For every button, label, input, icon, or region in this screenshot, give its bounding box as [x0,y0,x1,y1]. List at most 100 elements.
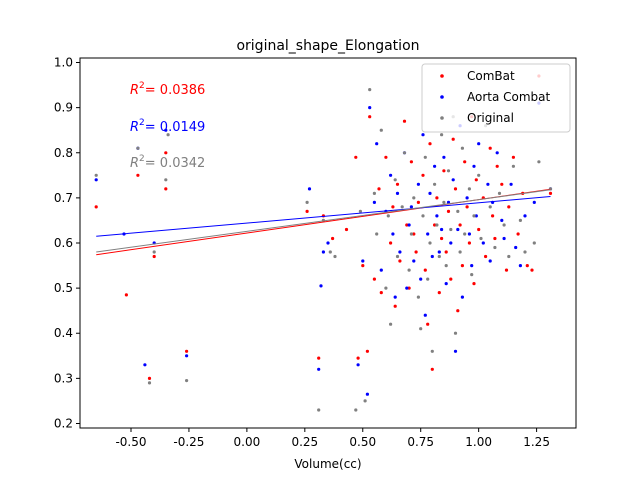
data-point [416,295,420,299]
data-point [377,187,381,191]
data-point [507,205,511,209]
data-point [94,205,98,209]
data-point [372,191,376,195]
data-point [451,137,455,141]
data-point [477,142,481,146]
data-point [407,268,411,272]
data-point [372,200,376,204]
data-point [393,295,397,299]
data-point [449,277,453,281]
data-point [532,200,536,204]
data-point [502,236,506,241]
plot-area [94,74,553,412]
data-point [484,254,488,259]
data-point [375,142,379,146]
chart-title: original_shape_Elongation [236,38,419,54]
regression-line-2 [96,189,551,253]
x-tick-label: -0.25 [173,435,204,449]
data-point [474,214,478,218]
data-point [444,282,448,286]
data-point [326,241,330,245]
data-point [456,309,460,313]
data-point [465,205,469,209]
data-point [435,223,439,227]
data-point [407,286,411,290]
data-point [379,291,383,295]
data-point [426,277,430,281]
data-point [437,250,441,254]
data-point [305,209,309,213]
data-point [423,268,427,272]
data-point [412,232,416,236]
data-point [511,164,515,168]
data-point [523,214,527,218]
data-point [354,408,358,412]
series-1 [94,101,553,396]
data-point [442,200,446,204]
x-tick-label: -0.50 [115,435,146,449]
data-point [493,245,497,250]
data-point [333,254,337,259]
data-point [317,408,321,412]
data-point [458,250,462,254]
data-point [458,223,462,227]
data-point [143,363,147,367]
data-point [440,133,444,137]
data-point [430,367,434,371]
data-point [470,273,474,277]
data-point [384,155,388,159]
data-point [460,264,464,268]
data-point [365,349,369,353]
data-point [152,250,156,254]
data-point [525,264,529,268]
data-point [453,187,458,191]
data-point [516,232,520,236]
data-point [421,133,425,137]
data-point [514,245,518,250]
data-point [379,268,383,272]
data-point [356,356,360,360]
data-point [507,254,511,259]
data-point [449,241,453,245]
data-point [124,293,128,297]
data-point [497,191,502,195]
data-point [368,88,372,92]
data-point [451,178,455,182]
y-tick-label: 0.8 [54,146,73,160]
data-point [467,232,471,236]
data-point [444,264,448,268]
data-point [488,146,492,150]
data-point [477,227,481,232]
x-tick-label: 1.25 [523,435,550,449]
data-point [185,379,189,383]
data-point [518,264,523,268]
data-point [428,191,432,195]
data-point [433,223,437,227]
data-point [136,173,140,177]
legend-label-0: ComBat [467,69,515,83]
y-tick-label: 0.4 [54,326,73,340]
data-point [152,254,156,259]
data-point [523,250,527,254]
data-point [363,399,367,403]
data-point [477,173,481,177]
data-point [428,241,432,245]
data-point [502,223,506,227]
data-point [398,259,402,263]
data-point [430,349,434,353]
data-point [495,164,499,168]
legend-label-2: Original [467,111,514,125]
y-tick-label: 0.9 [54,101,73,115]
data-point [395,191,400,195]
data-point [511,155,515,159]
data-point [433,164,437,168]
data-point [444,250,448,254]
data-point [317,356,321,360]
data-point [504,268,509,272]
data-point [361,264,365,268]
y-axis: 0.2 0.3 0.4 0.5 0.6 0.7 0.8 0.9 1.0 [54,56,80,430]
data-point [467,241,471,245]
data-point [421,214,425,218]
y-tick-label: 1.0 [54,56,73,70]
data-point [136,146,140,150]
